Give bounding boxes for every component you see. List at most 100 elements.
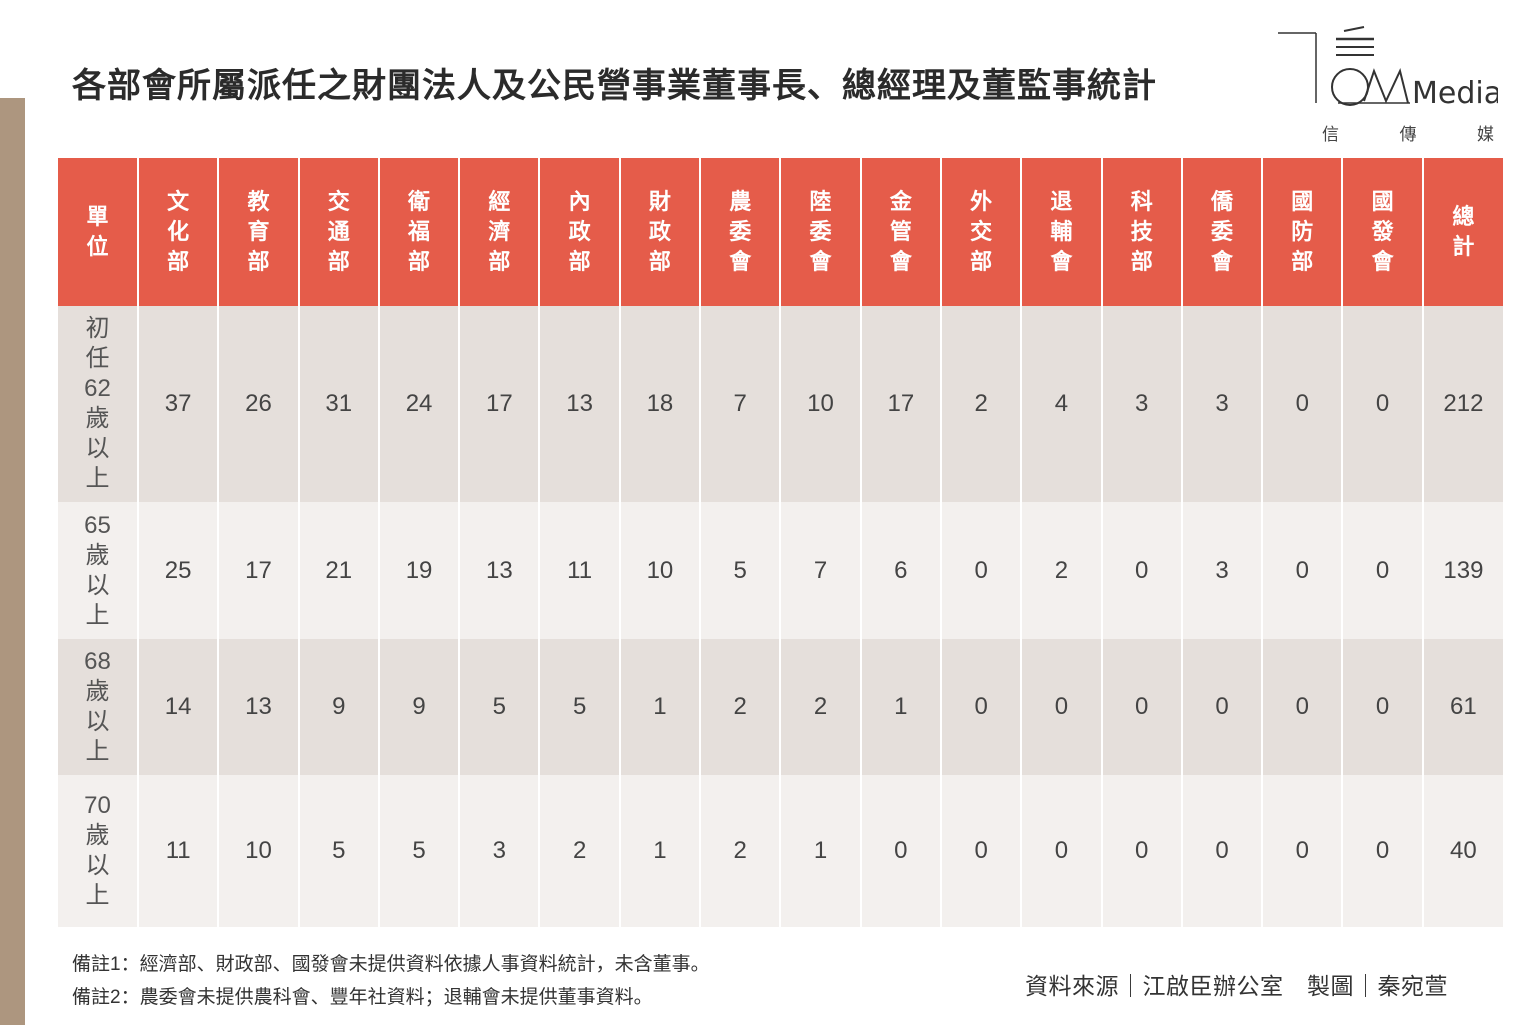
header-cell: 金 管 會 (860, 158, 942, 306)
data-cell: 1 (619, 775, 702, 927)
data-cell: 0 (1101, 502, 1183, 639)
data-cell: 0 (940, 639, 1023, 775)
logo-char: 傳 (1399, 125, 1417, 145)
header-label: 教 育 部 (247, 189, 270, 274)
data-cell: 2 (700, 639, 782, 775)
data-cell: 3 (1101, 306, 1183, 502)
data-cell: 5 (378, 775, 461, 927)
header-label: 財 政 部 (648, 189, 671, 274)
header-cell: 總 計 (1422, 158, 1504, 306)
table-row: 70 歲 以 上 11 10 5 5 3 2 1 2 1 0 0 0 0 0 0 0 40 (58, 775, 1504, 927)
footnotes: 備註1：經濟部、財政部、國發會未提供資料依據人事資料統計，未含董事。 備註2：農… (72, 948, 710, 1014)
data-cell: 13 (539, 306, 621, 502)
header-cell: 國 發 會 (1342, 158, 1424, 306)
data-cell: 2 (700, 775, 782, 927)
side-accent-bar (0, 98, 25, 1025)
data-cell: 3 (1181, 502, 1264, 639)
header-label: 總 計 (1452, 204, 1475, 259)
data-cell: 0 (1262, 775, 1344, 927)
header-cell: 陸 委 會 (780, 158, 862, 306)
header-label: 農 委 會 (729, 189, 752, 274)
header-cell: 國 防 部 (1262, 158, 1344, 306)
data-cell: 17 (459, 306, 541, 502)
data-cell: 7 (780, 502, 862, 639)
row-header-cell: 68 歲 以 上 (58, 639, 139, 775)
data-cell: 0 (1342, 639, 1424, 775)
data-cell: 24 (378, 306, 461, 502)
data-cell: 0 (1101, 775, 1183, 927)
header-label: 經 濟 部 (488, 189, 511, 274)
data-cell: 18 (619, 306, 702, 502)
header-cell: 外 交 部 (940, 158, 1023, 306)
data-cell: 0 (1342, 775, 1424, 927)
data-cell: 21 (298, 502, 380, 639)
media-logo: Media (1278, 26, 1498, 111)
logo-char: 媒 (1477, 125, 1494, 145)
data-cell: 0 (1021, 775, 1103, 927)
row-header-cell: 初 任 62 歲 以 上 (58, 306, 139, 502)
data-cell: 0 (860, 775, 942, 927)
row-label: 68 歲 以 上 (84, 648, 111, 765)
data-cell: 3 (1181, 306, 1264, 502)
header-cell: 衛 福 部 (378, 158, 461, 306)
data-cell: 0 (1262, 306, 1344, 502)
data-cell: 37 (138, 306, 220, 502)
header-cell: 交 通 部 (298, 158, 380, 306)
data-cell: 2 (539, 775, 621, 927)
header-cell: 經 濟 部 (459, 158, 541, 306)
data-cell: 19 (378, 502, 461, 639)
row-header-cell: 70 歲 以 上 (58, 775, 139, 927)
header-label: 科 技 部 (1130, 189, 1153, 274)
row-label: 70 歲 以 上 (84, 792, 111, 909)
data-cell: 11 (138, 775, 220, 927)
data-cell: 1 (860, 639, 942, 775)
data-cell: 0 (1181, 775, 1264, 927)
table-row: 68 歲 以 上 14 13 9 9 5 5 1 2 2 1 0 0 0 0 0 0 61 (58, 639, 1504, 775)
data-cell: 0 (1262, 502, 1344, 639)
data-cell: 0 (1342, 502, 1424, 639)
header-label: 退 輔 會 (1050, 189, 1073, 274)
header-label: 金 管 會 (889, 189, 912, 274)
data-cell: 1 (780, 775, 862, 927)
data-cell: 0 (1181, 639, 1264, 775)
data-cell: 1 (619, 639, 702, 775)
header-cell: 農 委 會 (700, 158, 782, 306)
header-label: 陸 委 會 (809, 189, 832, 274)
data-cell: 13 (218, 639, 300, 775)
data-cell: 5 (539, 639, 621, 775)
data-cell: 0 (940, 502, 1023, 639)
data-cell: 9 (378, 639, 461, 775)
data-cell: 212 (1422, 306, 1504, 502)
header-cell: 科 技 部 (1101, 158, 1183, 306)
footnote-2: 備註2：農委會未提供農科會、豐年社資料；退輔會未提供董事資料。 (72, 987, 653, 1008)
header-label: 單 位 (86, 204, 109, 259)
data-cell: 0 (940, 775, 1023, 927)
data-cell: 0 (1101, 639, 1183, 775)
logo-char: 信 (1322, 125, 1339, 145)
header-cell: 內 政 部 (539, 158, 621, 306)
row-header-cell: 65 歲 以 上 (58, 502, 139, 639)
data-cell: 0 (1262, 639, 1344, 775)
stats-table: 單 位 文 化 部 教 育 部 交 通 部衛 福 部 經 濟 部 內 政 部 財 政 部 農… (58, 158, 1504, 927)
data-cell: 10 (780, 306, 862, 502)
data-cell: 31 (298, 306, 380, 502)
header-label: 內 政 部 (568, 189, 591, 274)
data-cell: 17 (218, 502, 300, 639)
header-label: 外 交 部 (970, 189, 993, 274)
data-cell: 14 (138, 639, 220, 775)
header-cell: 財 政 部 (619, 158, 702, 306)
data-cell: 13 (459, 502, 541, 639)
data-cell: 5 (459, 639, 541, 775)
header-label: 國 發 會 (1371, 189, 1394, 274)
page-title: 各部會所屬派任之財團法人及公民營事業董事長、總經理及董監事統計 (72, 66, 1157, 106)
header-label: 文 化 部 (167, 189, 190, 274)
data-cell: 0 (1021, 639, 1103, 775)
header-cell: 退 輔 會 (1021, 158, 1103, 306)
header-label: 國 防 部 (1291, 189, 1314, 274)
data-cell: 3 (459, 775, 541, 927)
footnote-1: 備註1：經濟部、財政部、國發會未提供資料依據人事資料統計，未含董事。 (72, 954, 710, 975)
header-cell-unit: 單 位 (58, 158, 139, 306)
table-row: 65 歲 以 上 25 17 21 19 13 11 10 5 7 6 0 2 0 3 0 0 139 (58, 502, 1504, 639)
row-label: 65 歲 以 上 (84, 511, 111, 629)
data-cell: 6 (860, 502, 942, 639)
